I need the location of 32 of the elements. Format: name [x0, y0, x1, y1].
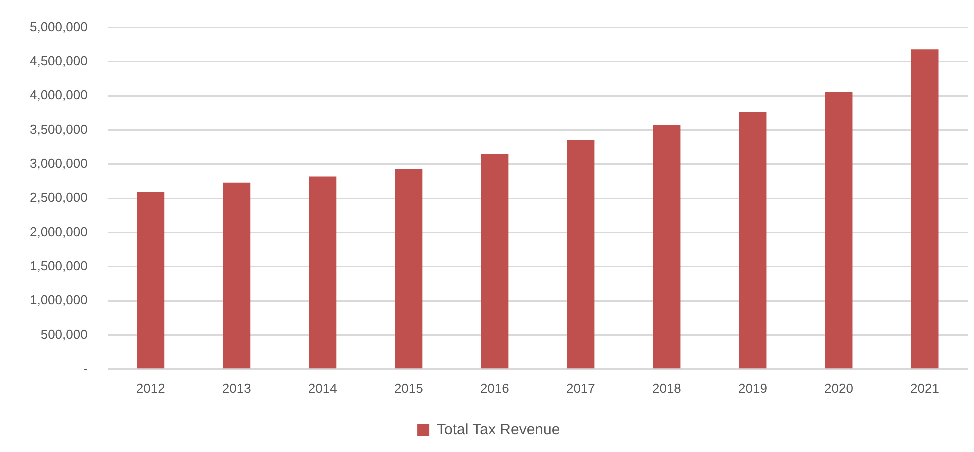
y-tick-label: 3,000,000	[30, 156, 88, 172]
bar	[309, 176, 337, 369]
bar	[653, 126, 681, 369]
y-tick-label: 4,500,000	[30, 54, 88, 69]
y-tick-label: -	[83, 360, 88, 376]
bar	[567, 140, 595, 369]
x-tick-label: 2014	[308, 380, 338, 396]
y-tick-label: 500,000	[40, 326, 88, 342]
y-tick-label: 4,000,000	[30, 88, 88, 103]
x-tick-label: 2012	[136, 380, 166, 396]
x-tick-label: 2018	[652, 380, 682, 396]
bar	[825, 92, 853, 369]
x-tick-label: 2021	[910, 380, 940, 396]
x-tick-label: 2015	[394, 380, 424, 396]
bar	[481, 154, 509, 369]
bar	[395, 169, 423, 369]
y-tick-label: 2,000,000	[30, 224, 88, 240]
y-tick-label: 1,000,000	[30, 292, 88, 308]
y-tick-label: 1,500,000	[30, 258, 88, 274]
bar	[137, 192, 165, 369]
y-tick-label: 3,500,000	[30, 122, 88, 137]
x-tick-label: 2020	[824, 380, 854, 396]
y-tick-label: 5,000,000	[30, 19, 88, 34]
x-tick-label: 2017	[566, 380, 596, 396]
y-tick-label: 2,500,000	[30, 190, 88, 206]
x-tick-label: 2016	[480, 380, 510, 396]
legend-label: Total Tax Revenue	[437, 422, 560, 439]
bar	[911, 50, 939, 369]
x-tick-label: 2013	[222, 380, 252, 396]
x-tick-label: 2019	[738, 380, 768, 396]
bar	[739, 112, 767, 369]
bar	[223, 182, 251, 369]
